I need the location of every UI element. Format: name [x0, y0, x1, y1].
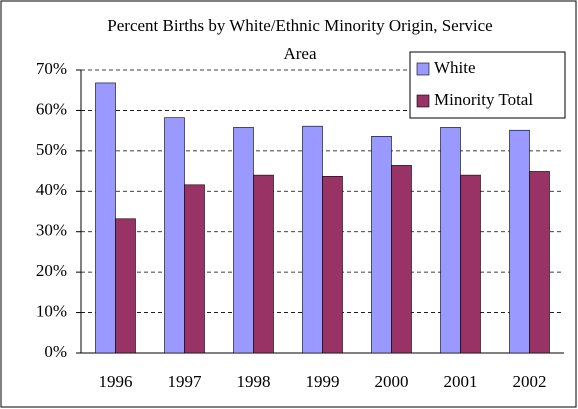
x-tick-label: 1999 — [306, 372, 340, 391]
x-tick-label: 1998 — [237, 372, 271, 391]
bar — [184, 184, 205, 354]
bar — [440, 127, 461, 354]
bar — [253, 174, 274, 354]
x-tick-label: 1996 — [99, 372, 133, 391]
legend-label: White — [434, 58, 476, 77]
bar — [391, 165, 412, 354]
y-tick-label: 10% — [36, 301, 67, 320]
bar — [371, 136, 392, 354]
y-tick-label: 0% — [44, 342, 67, 361]
legend-label: Minority Total — [434, 90, 533, 109]
bar — [509, 129, 530, 354]
legend-swatch — [416, 62, 430, 76]
y-tick-label: 50% — [36, 140, 67, 159]
bar — [164, 117, 185, 354]
bar — [302, 125, 323, 354]
y-tick-label: 70% — [36, 59, 67, 78]
y-tick-label: 30% — [36, 221, 67, 240]
bar — [233, 127, 254, 354]
bar — [529, 171, 550, 354]
x-tick-label: 2002 — [513, 372, 547, 391]
x-tick-label: 2000 — [375, 372, 409, 391]
y-tick-label: 60% — [36, 99, 67, 118]
chart-title: Percent Births by White/Ethnic Minority … — [107, 16, 493, 63]
bar — [95, 82, 116, 354]
y-tick-label: 40% — [36, 180, 67, 199]
bar — [460, 174, 481, 354]
bar — [322, 176, 343, 354]
legend-swatch — [416, 94, 430, 108]
x-tick-label: 2001 — [444, 372, 478, 391]
bar — [115, 218, 136, 354]
legend-box — [409, 51, 566, 119]
x-tick-label: 1997 — [168, 372, 203, 391]
y-tick-label: 20% — [36, 261, 67, 280]
